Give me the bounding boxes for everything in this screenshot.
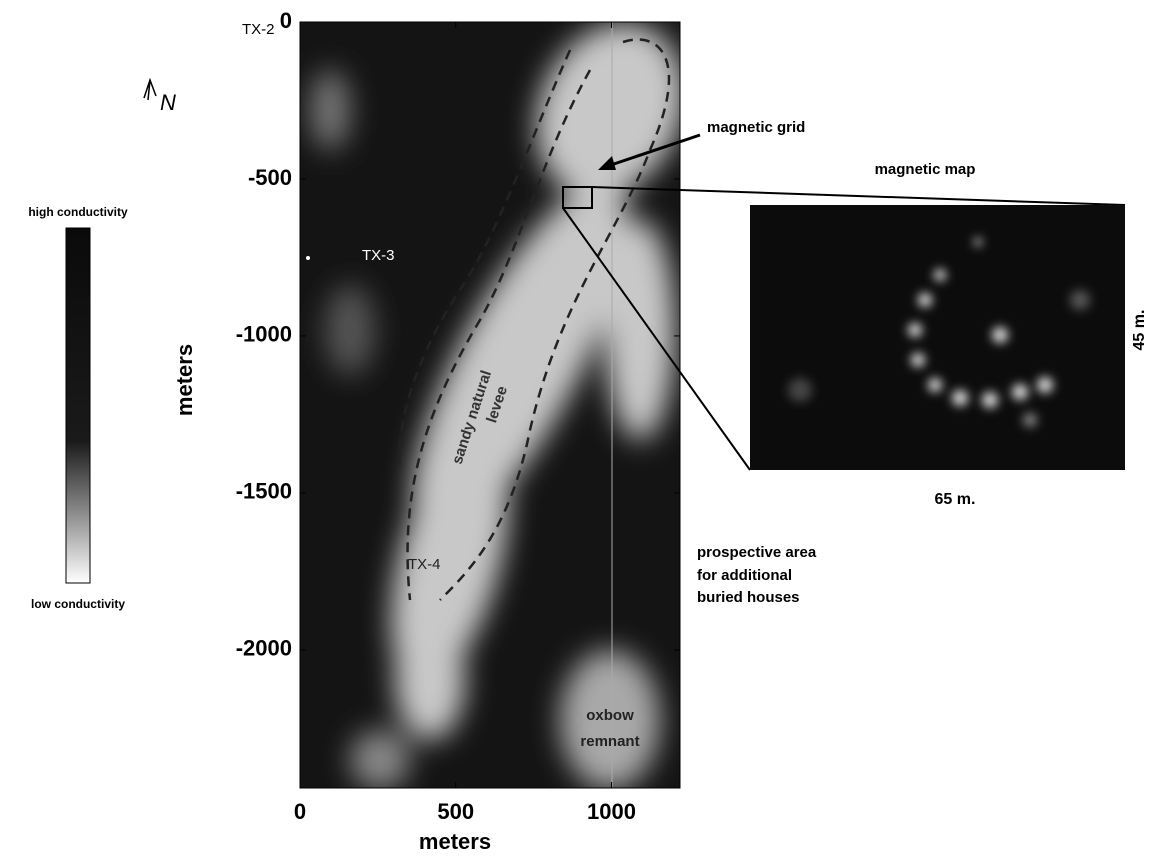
prospective-annotation: buried houses bbox=[697, 589, 800, 606]
inset-width: 65 m. bbox=[935, 491, 976, 508]
inset-height: 45 m. bbox=[1131, 310, 1148, 351]
x-tick-label: 500 bbox=[437, 799, 474, 824]
y-tick-label: 0 bbox=[280, 8, 292, 33]
x-axis-label: meters bbox=[419, 829, 491, 854]
site-label: TX-2 bbox=[242, 21, 275, 38]
y-tick-label: -1000 bbox=[236, 322, 292, 347]
colorbar bbox=[66, 228, 90, 583]
legend-low: low conductivity bbox=[31, 597, 125, 611]
north-label: N bbox=[160, 90, 176, 115]
figure: N high conductivity low conductivity met… bbox=[0, 0, 1155, 854]
prospective-annotation: prospective area bbox=[697, 544, 817, 561]
site-marker bbox=[306, 256, 310, 260]
y-axis-label: meters bbox=[172, 344, 197, 416]
oxbow-label: remnant bbox=[580, 733, 639, 750]
y-tick-label: -2000 bbox=[236, 636, 292, 661]
site-label: TX-3 bbox=[362, 247, 395, 264]
oxbow-label: oxbow bbox=[586, 707, 634, 724]
site-label: TX-4 bbox=[408, 556, 441, 573]
prospective-annotation: for additional bbox=[697, 567, 792, 584]
x-tick-label: 1000 bbox=[587, 799, 636, 824]
x-tick-label: 0 bbox=[294, 799, 306, 824]
grid-annotation: magnetic grid bbox=[707, 119, 805, 136]
legend-high: high conductivity bbox=[28, 205, 128, 219]
y-tick-label: -1500 bbox=[236, 479, 292, 504]
north-arrow bbox=[144, 80, 156, 100]
magnetic-map bbox=[750, 205, 1125, 470]
y-tick-label: -500 bbox=[248, 165, 292, 190]
inset-title: magnetic map bbox=[875, 161, 976, 178]
